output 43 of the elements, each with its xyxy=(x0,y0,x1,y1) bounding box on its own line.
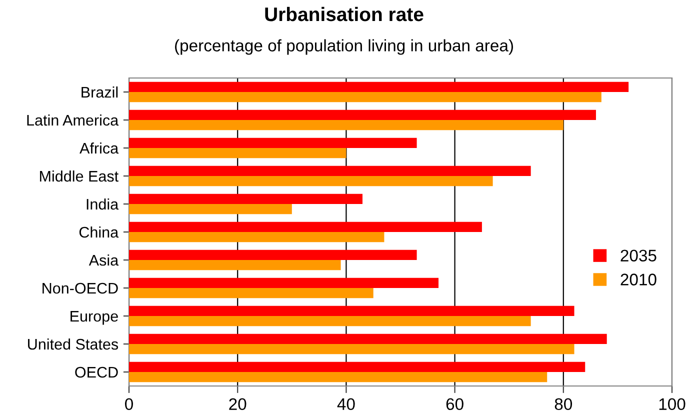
bar xyxy=(129,176,493,186)
x-tick-label: 40 xyxy=(337,398,355,410)
bar xyxy=(129,278,439,288)
legend-label: 2035 xyxy=(620,250,656,262)
x-tick-label: 80 xyxy=(554,398,572,410)
legend-label: 2010 xyxy=(620,274,656,286)
bar xyxy=(129,306,574,316)
y-tick-label: China xyxy=(79,226,119,238)
bar xyxy=(129,222,482,232)
chart-subtitle: (percentage of population living in urban area) xyxy=(175,39,513,55)
bar xyxy=(129,362,586,372)
bar xyxy=(129,92,602,102)
y-tick-label: Europe xyxy=(70,311,118,325)
bar xyxy=(129,166,531,176)
y-tick-label: OECD xyxy=(75,366,118,378)
x-tick-label: 60 xyxy=(446,398,464,410)
y-tick-label: Latin America xyxy=(27,114,119,126)
y-tick-label: Asia xyxy=(88,254,119,266)
y-tick-label: Non-OECD xyxy=(42,282,118,294)
bar xyxy=(129,260,341,270)
x-tick-label: 0 xyxy=(125,398,133,410)
bar xyxy=(129,250,417,260)
chart-title: Urbanisation rate xyxy=(265,6,424,22)
bar xyxy=(129,120,564,130)
bar xyxy=(129,82,629,92)
y-tick-label: Middle East xyxy=(40,170,118,182)
y-tick-label: Africa xyxy=(80,142,119,154)
bar xyxy=(129,372,548,382)
bar xyxy=(129,194,362,204)
bar xyxy=(129,148,346,158)
x-tick-label: 100 xyxy=(659,398,686,410)
y-tick-label: India xyxy=(86,198,119,210)
bar xyxy=(129,110,596,120)
bar xyxy=(129,204,292,214)
bar xyxy=(129,344,574,354)
x-tick-label: 20 xyxy=(229,398,246,410)
bar xyxy=(129,138,417,148)
bar xyxy=(129,316,531,326)
y-tick-label: Brazil xyxy=(82,86,118,98)
bar xyxy=(129,334,607,344)
bar xyxy=(129,232,384,242)
y-tick-label: United States xyxy=(28,338,118,350)
bar xyxy=(129,288,374,298)
